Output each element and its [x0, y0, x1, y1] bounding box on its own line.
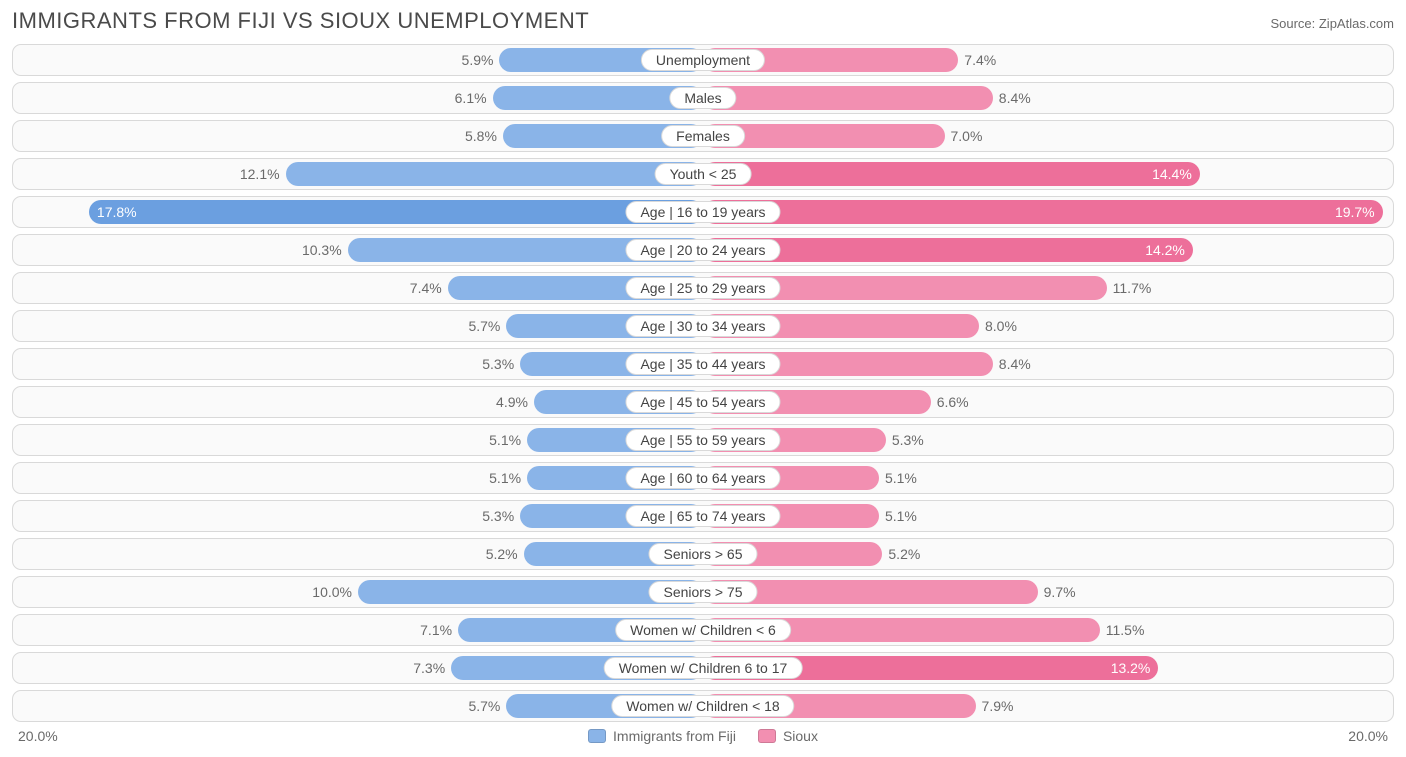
chart-row: 12.1% 14.4% Youth < 25 — [12, 158, 1394, 190]
bar-right-value: 14.4% — [1152, 166, 1192, 182]
chart-row: 6.1%8.4%Males — [12, 82, 1394, 114]
legend-item-left: Immigrants from Fiji — [588, 728, 736, 744]
bar-right: 14.4% — [703, 162, 1200, 186]
source-prefix: Source: — [1270, 16, 1318, 31]
legend-label-right: Sioux — [783, 728, 818, 744]
chart-title: IMMIGRANTS FROM FIJI VS SIOUX UNEMPLOYME… — [12, 8, 589, 34]
category-label: Youth < 25 — [655, 163, 752, 185]
category-label: Age | 20 to 24 years — [625, 239, 780, 261]
bar-left-value: 5.7% — [468, 698, 500, 714]
bar-right-value: 7.9% — [982, 698, 1014, 714]
chart-row: 10.0% 9.7% Seniors > 75 — [12, 576, 1394, 608]
category-label: Age | 55 to 59 years — [625, 429, 780, 451]
chart-row: 5.1% 5.1% Age | 60 to 64 years — [12, 462, 1394, 494]
chart-row: 7.1% 11.5% Women w/ Children < 6 — [12, 614, 1394, 646]
category-label: Males — [669, 87, 736, 109]
chart-row: 5.9% 7.4% Unemployment — [12, 44, 1394, 76]
bar-left-value: 10.0% — [312, 584, 352, 600]
category-label: Age | 60 to 64 years — [625, 467, 780, 489]
chart-row: 4.9% 6.6% Age | 45 to 54 years — [12, 386, 1394, 418]
category-label: Females — [661, 125, 745, 147]
axis-right-max: 20.0% — [1348, 728, 1388, 744]
legend: Immigrants from Fiji Sioux — [588, 728, 818, 744]
category-label: Age | 25 to 29 years — [625, 277, 780, 299]
chart-row: 5.7% 7.9% Women w/ Children < 18 — [12, 690, 1394, 722]
category-label: Age | 45 to 54 years — [625, 391, 780, 413]
chart-row: 10.3% 14.2% Age | 20 to 24 years — [12, 234, 1394, 266]
bar-left-value: 7.4% — [410, 280, 442, 296]
legend-item-right: Sioux — [758, 728, 818, 744]
bar-right-value: 7.0% — [951, 128, 983, 144]
bar-left-value: 5.3% — [482, 508, 514, 524]
bar-left-value: 4.9% — [496, 394, 528, 410]
category-label: Women w/ Children < 6 — [615, 619, 791, 641]
bar-right-value: 11.7% — [1113, 280, 1152, 296]
bar-left-value: 12.1% — [240, 166, 280, 182]
chart-row: 5.3% 5.1% Age | 65 to 74 years — [12, 500, 1394, 532]
bar-left-value: 10.3% — [302, 242, 342, 258]
source-attribution: Source: ZipAtlas.com — [1270, 16, 1394, 31]
chart-row: 5.2% 5.2% Seniors > 65 — [12, 538, 1394, 570]
bar-left-value: 5.2% — [486, 546, 518, 562]
bar-left-value: 5.9% — [462, 52, 494, 68]
bar-left-value: 5.7% — [468, 318, 500, 334]
category-label: Women w/ Children 6 to 17 — [604, 657, 803, 679]
bar-left-value: 5.8% — [465, 128, 497, 144]
category-label: Age | 35 to 44 years — [625, 353, 780, 375]
bar-right-value: 8.4% — [999, 90, 1031, 106]
bar-left-value: 17.8% — [97, 204, 137, 220]
category-label: Age | 30 to 34 years — [625, 315, 780, 337]
bar-left-value: 6.1% — [455, 90, 487, 106]
bar-left: 17.8% — [89, 200, 703, 224]
bar-right-value: 5.1% — [885, 470, 917, 486]
bar-right-value: 5.3% — [892, 432, 924, 448]
category-label: Women w/ Children < 18 — [611, 695, 794, 717]
bar-left-value: 5.1% — [489, 470, 521, 486]
category-label: Seniors > 75 — [649, 581, 758, 603]
chart-row: 17.8% 19.7% Age | 16 to 19 years — [12, 196, 1394, 228]
chart-row: 7.3% 13.2% Women w/ Children 6 to 17 — [12, 652, 1394, 684]
chart-row: 5.1% 5.3% Age | 55 to 59 years — [12, 424, 1394, 456]
legend-swatch-left — [588, 729, 606, 743]
bar-right-value: 5.2% — [888, 546, 920, 562]
bar-right-value: 8.0% — [985, 318, 1017, 334]
legend-label-left: Immigrants from Fiji — [613, 728, 736, 744]
legend-swatch-right — [758, 729, 776, 743]
source-name[interactable]: ZipAtlas.com — [1319, 16, 1394, 31]
category-label: Age | 16 to 19 years — [625, 201, 780, 223]
category-label: Seniors > 65 — [649, 543, 758, 565]
bar-left-value: 7.1% — [420, 622, 452, 638]
axis-left-max: 20.0% — [18, 728, 58, 744]
bar-left-value: 7.3% — [413, 660, 445, 676]
bar-left-value: 5.1% — [489, 432, 521, 448]
category-label: Unemployment — [641, 49, 765, 71]
bar-right-value: 19.7% — [1335, 204, 1375, 220]
bar-right-value: 8.4% — [999, 356, 1031, 372]
bar-right-value: 13.2% — [1111, 660, 1151, 676]
chart-header: IMMIGRANTS FROM FIJI VS SIOUX UNEMPLOYME… — [12, 8, 1394, 34]
bar-left: 12.1% — [286, 162, 703, 186]
bar-right-value: 7.4% — [964, 52, 996, 68]
chart-row: 5.3% 8.4% Age | 35 to 44 years — [12, 348, 1394, 380]
bar-right-value: 14.2% — [1145, 242, 1185, 258]
category-label: Age | 65 to 74 years — [625, 505, 780, 527]
chart-footer: 20.0% Immigrants from Fiji Sioux 20.0% — [12, 728, 1394, 744]
bar-right: 8.4% — [703, 86, 993, 110]
bar-left-value: 5.3% — [482, 356, 514, 372]
bar-right-value: 5.1% — [885, 508, 917, 524]
bar-right: 19.7% — [703, 200, 1383, 224]
chart-row: 7.4% 11.7% Age | 25 to 29 years — [12, 272, 1394, 304]
chart-rows: 5.9%7.4%Unemployment6.1%8.4%Males5.8%7.0… — [12, 44, 1394, 722]
bar-right-value: 11.5% — [1106, 622, 1145, 638]
chart-row: 5.7% 8.0% Age | 30 to 34 years — [12, 310, 1394, 342]
bar-right-value: 9.7% — [1044, 584, 1076, 600]
bar-right-value: 6.6% — [937, 394, 969, 410]
chart-row: 5.8% 7.0% Females — [12, 120, 1394, 152]
